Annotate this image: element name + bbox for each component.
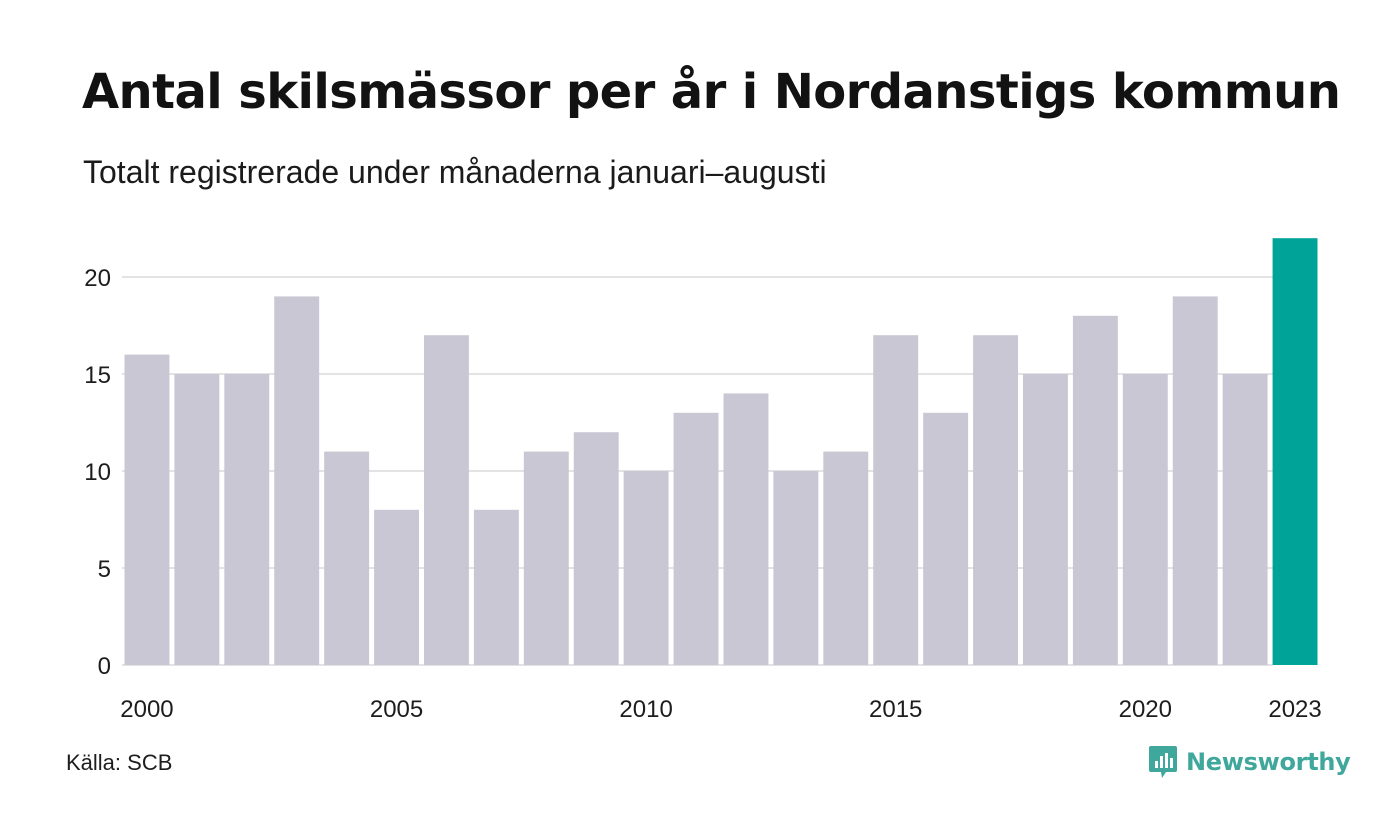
chart-subtitle: Totalt registrerade under månaderna janu…: [83, 154, 827, 190]
x-tick-label: 2005: [370, 696, 423, 723]
bar-2023: [1272, 238, 1318, 665]
bar-2005: [374, 509, 419, 665]
bar-2010: [623, 471, 669, 665]
bar-2018: [1023, 374, 1068, 665]
bar-2015: [873, 335, 919, 665]
x-tick-label: 2020: [1119, 696, 1172, 723]
x-tick-label: 2010: [619, 696, 672, 723]
y-tick-label: 15: [84, 362, 111, 389]
x-tick-label: 2023: [1268, 696, 1321, 723]
brand-name: Newsworthy: [1186, 748, 1351, 776]
bar-2008: [523, 451, 569, 665]
x-tick-label: 2000: [120, 696, 173, 723]
bar-2016: [923, 412, 969, 665]
newsworthy-logo-icon: [1149, 746, 1177, 778]
bar-2014: [823, 451, 869, 665]
bar-2004: [324, 451, 370, 665]
bar-2009: [573, 432, 619, 665]
bar-2020: [1122, 374, 1168, 665]
source-note: Källa: SCB: [66, 750, 173, 775]
bar-2003: [274, 296, 320, 665]
bar-2019: [1072, 315, 1118, 665]
y-tick-label: 5: [98, 556, 111, 583]
bar-2000: [124, 354, 170, 665]
chart-title: Antal skilsmässor per år i Nordanstigs k…: [82, 64, 1341, 120]
bar-2011: [673, 412, 719, 665]
bar-2013: [773, 471, 819, 665]
y-tick-label: 0: [98, 653, 111, 680]
y-tick-label: 10: [84, 459, 111, 486]
brand-logo[interactable]: Newsworthy: [1148, 744, 1351, 780]
bars: [124, 238, 1318, 665]
y-tick-label: 20: [84, 265, 111, 292]
bar-2012: [723, 393, 769, 665]
y-axis-ticks: 0 5 10 15 20: [84, 265, 111, 680]
bar-2021: [1172, 296, 1218, 665]
bar-2007: [473, 509, 519, 665]
bar-2002: [224, 374, 270, 665]
bar-2022: [1222, 374, 1268, 665]
bar-2001: [174, 374, 220, 665]
x-tick-label: 2015: [869, 696, 922, 723]
bar-2006: [424, 335, 469, 665]
x-axis-ticks: 2000 2005 2010 2015 2020 2023: [120, 696, 1321, 723]
bar-2017: [973, 335, 1018, 665]
